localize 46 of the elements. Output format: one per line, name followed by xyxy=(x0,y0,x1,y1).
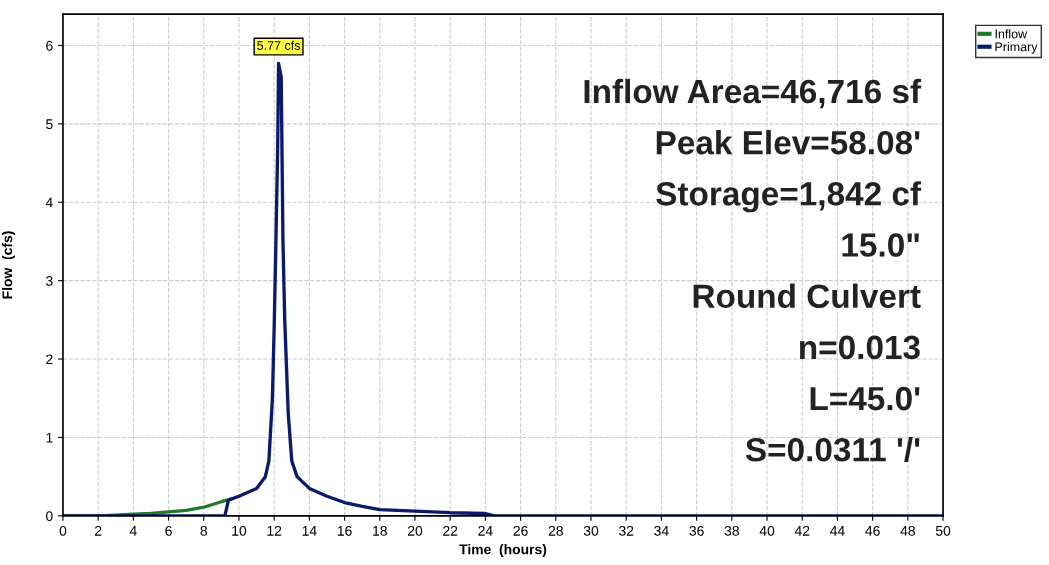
y-tick-label: 0 xyxy=(46,511,53,522)
legend-label: Primary xyxy=(995,42,1038,54)
x-tick-label: 8 xyxy=(200,525,208,536)
x-tick-label: 6 xyxy=(165,525,172,536)
y-tick-label: 5 xyxy=(46,119,53,130)
x-tick-label: 2 xyxy=(94,525,102,536)
x-axis-title: Time (hours) xyxy=(459,544,547,558)
x-tick-label: 38 xyxy=(724,525,739,536)
x-tick-label: 46 xyxy=(865,525,880,536)
x-tick-label: 44 xyxy=(830,526,845,536)
annotation: Storage=1,842 cf xyxy=(656,181,922,213)
x-tick-label: 42 xyxy=(794,525,810,536)
x-tick-label: 28 xyxy=(548,525,563,536)
x-tick-label: 20 xyxy=(407,525,423,536)
x-tick-label: 34 xyxy=(654,525,669,536)
x-tick-label: 32 xyxy=(619,525,634,536)
x-tick-label: 36 xyxy=(689,525,704,536)
x-tick-label: 22 xyxy=(443,525,458,536)
x-tick-label: 50 xyxy=(935,525,951,536)
annotation: L=45.0' xyxy=(810,386,920,411)
x-tick-label: 26 xyxy=(513,525,528,536)
y-tick-label: 1 xyxy=(46,432,53,443)
x-tick-label: 16 xyxy=(337,525,352,536)
x-tick-label: 14 xyxy=(302,526,317,536)
annotation: S=0.0311 '/' xyxy=(745,437,920,462)
x-tick-label: 48 xyxy=(900,525,915,536)
y-tick-label: 2 xyxy=(46,354,53,365)
x-tick-label: 10 xyxy=(232,525,247,536)
x-tick-label: 24 xyxy=(478,525,493,536)
y-tick-label: 3 xyxy=(46,276,53,286)
x-tick-label: 40 xyxy=(759,525,775,536)
annotation: Inflow Area=46,716 sf xyxy=(584,78,922,109)
x-tick-label: 0 xyxy=(59,525,67,536)
legend-label: Inflow xyxy=(995,29,1028,39)
annotation: Peak Elev=58.08' xyxy=(656,130,920,155)
y-tick-label: 6 xyxy=(46,40,53,51)
annotation: Round Culvert xyxy=(693,283,921,309)
x-tick-label: 4 xyxy=(129,526,137,536)
annotation: n=0.013 xyxy=(800,335,920,360)
y-axis-title: Flow (cfs) xyxy=(1,231,15,299)
annotation: 5.77 cfs xyxy=(257,40,300,50)
y-tick-label: 4 xyxy=(45,197,53,208)
x-tick-label: 30 xyxy=(583,525,599,536)
x-tick-label: 18 xyxy=(373,525,387,536)
x-tick-label: 12 xyxy=(267,525,282,536)
annotation: 15.0" xyxy=(842,233,919,257)
